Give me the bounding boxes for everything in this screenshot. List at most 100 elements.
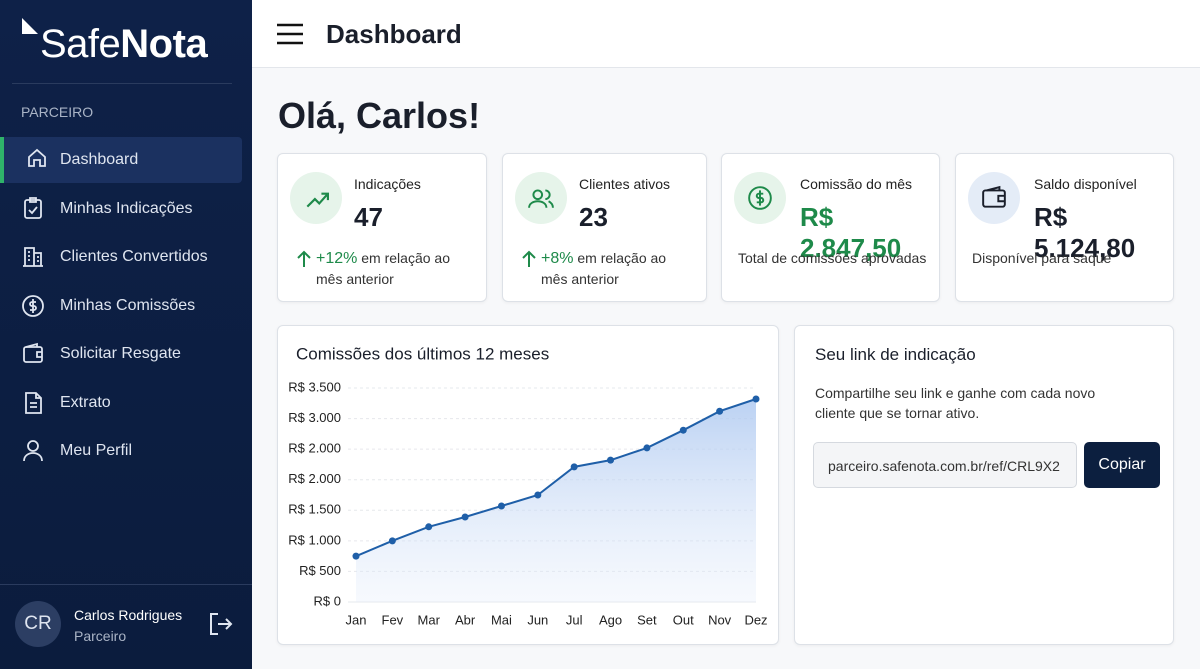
chart-panel: Comissões dos últimos 12 meses R$ 0 R$ 50… xyxy=(277,325,779,645)
nav-item[interactable]: Minhas Comissões xyxy=(0,283,242,329)
x-tick-label: Jul xyxy=(566,612,583,627)
card-label: Saldo disponível xyxy=(1034,176,1137,192)
nav-icon xyxy=(25,391,42,414)
card-description: Disponível para saque xyxy=(972,250,1112,266)
nav-label: Meu Perfil xyxy=(60,442,133,459)
x-tick-label: Nov xyxy=(708,612,732,627)
menu-button[interactable] xyxy=(277,23,303,45)
card-value: R$ 2.847,50 xyxy=(800,202,902,263)
change: +8% em relação ao mês anterior xyxy=(541,248,691,289)
point xyxy=(570,463,578,471)
avatar: CR xyxy=(15,601,61,647)
card-value: R$ 5.124,80 xyxy=(1034,202,1136,263)
card-value: 23 xyxy=(579,202,608,232)
x-tick-label: Ago xyxy=(599,612,622,627)
nav-item[interactable]: Extrato xyxy=(0,380,242,426)
greeting: Olá, Carlos! xyxy=(278,95,481,136)
point xyxy=(534,491,542,499)
nav-item[interactable]: Dashboard xyxy=(0,137,242,183)
x-tick-label: Jun xyxy=(527,612,548,627)
logo-mark xyxy=(22,18,38,34)
point xyxy=(679,426,687,434)
card-label: Comissão do mês xyxy=(800,176,913,192)
user-role: Parceiro xyxy=(74,628,127,644)
card-label: Indicações xyxy=(354,176,421,192)
nav-label: Extrato xyxy=(60,393,111,411)
up-arrow xyxy=(522,250,536,267)
y-tick-label: R$ 500 xyxy=(299,563,341,578)
copy-button[interactable]: Copiar xyxy=(1084,442,1160,488)
chart: Comissões dos últimos 12 meses R$ 0 R$ 50… xyxy=(288,344,767,627)
nav-icon xyxy=(28,148,46,167)
point xyxy=(425,523,433,531)
nav-label: Clientes Convertidos xyxy=(60,248,208,265)
section-label: PARCEIRO xyxy=(21,104,94,120)
header: Dashboard xyxy=(252,0,1200,68)
nav-label: Solicitar Resgate xyxy=(60,345,181,362)
area xyxy=(356,399,756,602)
card-value: 47 xyxy=(354,202,383,232)
x-tick-label: Jan xyxy=(346,612,367,627)
icon xyxy=(528,189,554,208)
point xyxy=(607,456,615,464)
point xyxy=(643,444,651,452)
y-tick-label: R$ 0 xyxy=(314,593,341,608)
y-tick-label: R$ 2.000 xyxy=(288,471,341,486)
x-tick-label: Mai xyxy=(491,612,512,627)
divider xyxy=(12,83,232,84)
referral-link-input[interactable]: parceiro.safenota.com.br/ref/CRL9X2 xyxy=(813,442,1077,488)
nav-label: Minhas Comissões xyxy=(60,296,196,314)
nav-item[interactable]: Meu Perfil xyxy=(0,428,242,474)
user-name: Carlos Rodrigues xyxy=(74,607,183,623)
chart-title: Comissões dos últimos 12 meses xyxy=(296,344,549,363)
change-value: +12% xyxy=(316,250,358,267)
x-tick-label: Set xyxy=(637,612,657,627)
card-label: Clientes ativos xyxy=(579,176,671,192)
change-text: em relação ao mês anterior xyxy=(316,250,450,287)
card-description: Total de comissões aprovadas xyxy=(738,250,927,266)
point xyxy=(461,513,469,521)
up-arrow xyxy=(297,250,311,267)
stat-card: Clientes ativos 23 +8% em relação ao mês a… xyxy=(502,153,707,302)
logo: SafeNota xyxy=(40,22,208,67)
sidebar: SafeNota PARCEIRO CR Carlos Rodrigues Pa… xyxy=(0,0,252,669)
nav-icon xyxy=(24,196,42,219)
x-tick-label: Fev xyxy=(382,612,404,627)
change: +12% em relação ao mês anterior xyxy=(316,248,466,289)
change-value: +8% xyxy=(541,250,574,267)
line xyxy=(355,398,757,558)
card-icon xyxy=(515,172,567,224)
nav-item[interactable]: Solicitar Resgate xyxy=(0,331,242,377)
icon xyxy=(306,192,329,208)
y-tick-label: R$ 1.000 xyxy=(288,532,341,547)
change-text: em relação ao mês anterior xyxy=(541,250,667,287)
x-tick-label: Mar xyxy=(418,612,441,627)
card-icon xyxy=(290,172,342,224)
point xyxy=(352,552,360,560)
header-title: Dashboard xyxy=(326,19,462,49)
referral-title: Seu link de indicação xyxy=(815,345,976,364)
point xyxy=(497,502,505,510)
card-icon xyxy=(968,172,1020,224)
x-tick-label: Dez xyxy=(744,612,767,627)
nav-icon xyxy=(22,294,44,317)
y-tick-label: R$ 3.500 xyxy=(288,379,341,394)
logo-text: Safe xyxy=(40,22,121,66)
y-tick-label: R$ 3.000 xyxy=(288,410,341,425)
stat-card: Indicações 47 +12% em relação ao mês anter… xyxy=(277,153,487,302)
referral-panel: Seu link de indicação Compartilhe seu li… xyxy=(794,325,1174,645)
icon xyxy=(982,185,1006,208)
nav-item[interactable]: Clientes Convertidos xyxy=(0,234,242,280)
nav-icon xyxy=(23,247,43,267)
nav-item[interactable]: Minhas Indicações xyxy=(0,186,242,232)
x-tick-label: Out xyxy=(673,612,694,627)
nav-label: Minhas Indicações xyxy=(60,199,193,217)
stat-card: Comissão do mês R$ 2.847,50 Total de comis… xyxy=(721,153,940,302)
logout-button[interactable] xyxy=(208,612,234,636)
icon xyxy=(748,186,772,210)
nav-label: Dashboard xyxy=(60,151,139,168)
logo-text-bold: Nota xyxy=(120,22,208,66)
y-tick-label: R$ 1.500 xyxy=(288,502,341,517)
nav-icon xyxy=(23,342,43,363)
